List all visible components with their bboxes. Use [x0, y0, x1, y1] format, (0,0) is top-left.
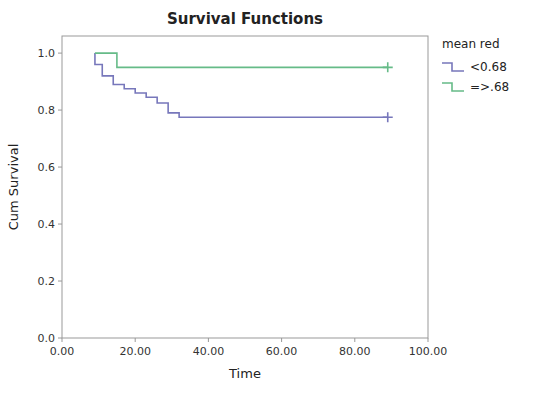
title: Survival Functions — [167, 10, 323, 28]
y-axis-label: Cum Survival — [6, 144, 21, 231]
chart: 0.00 20.00 40.00 60.00 80.00 100.00 0.0 0.2 0.4 0… — [0, 0, 556, 396]
y-tick-label: 1.0 — [38, 47, 56, 60]
x-tick-label: 80.00 — [339, 345, 371, 358]
x-axis-label: Time — [228, 366, 261, 381]
x-tick-label: 0.00 — [50, 345, 75, 358]
plot-frame — [62, 36, 428, 338]
y-tick-label: 0.6 — [38, 161, 56, 174]
censor-mark — [383, 112, 393, 122]
y-tick — [58, 338, 62, 339]
y-tick — [58, 53, 62, 54]
legend-title: mean red — [442, 37, 500, 51]
y-tick — [58, 224, 62, 225]
x-tick — [354, 338, 355, 342]
y-tick-label: 0.2 — [38, 275, 56, 288]
x-tick — [281, 338, 282, 342]
censor-mark — [383, 62, 393, 72]
y-tick — [58, 167, 62, 168]
y-tick — [58, 281, 62, 282]
survival-line — [95, 53, 388, 117]
legend-swatch — [442, 83, 464, 91]
x-tick-label: 20.00 — [119, 345, 151, 358]
x-tick — [135, 338, 136, 342]
x-tick — [428, 338, 429, 342]
x-tick — [208, 338, 209, 342]
legend: mean red <0.68 =>.68 — [442, 37, 509, 94]
plot-area — [95, 53, 393, 122]
legend-label: =>.68 — [470, 80, 509, 94]
x-tick — [62, 338, 63, 342]
x-tick-label: 100.00 — [409, 345, 448, 358]
legend-swatch — [442, 63, 464, 71]
survival-line — [95, 53, 388, 67]
y-tick-label: 0.8 — [38, 104, 56, 117]
legend-label: <0.68 — [470, 60, 507, 74]
y-tick — [58, 110, 62, 111]
x-tick-label: 40.00 — [193, 345, 225, 358]
x-tick-label: 60.00 — [266, 345, 298, 358]
y-tick-label: 0.4 — [38, 218, 56, 231]
y-tick-label: 0.0 — [38, 332, 56, 345]
